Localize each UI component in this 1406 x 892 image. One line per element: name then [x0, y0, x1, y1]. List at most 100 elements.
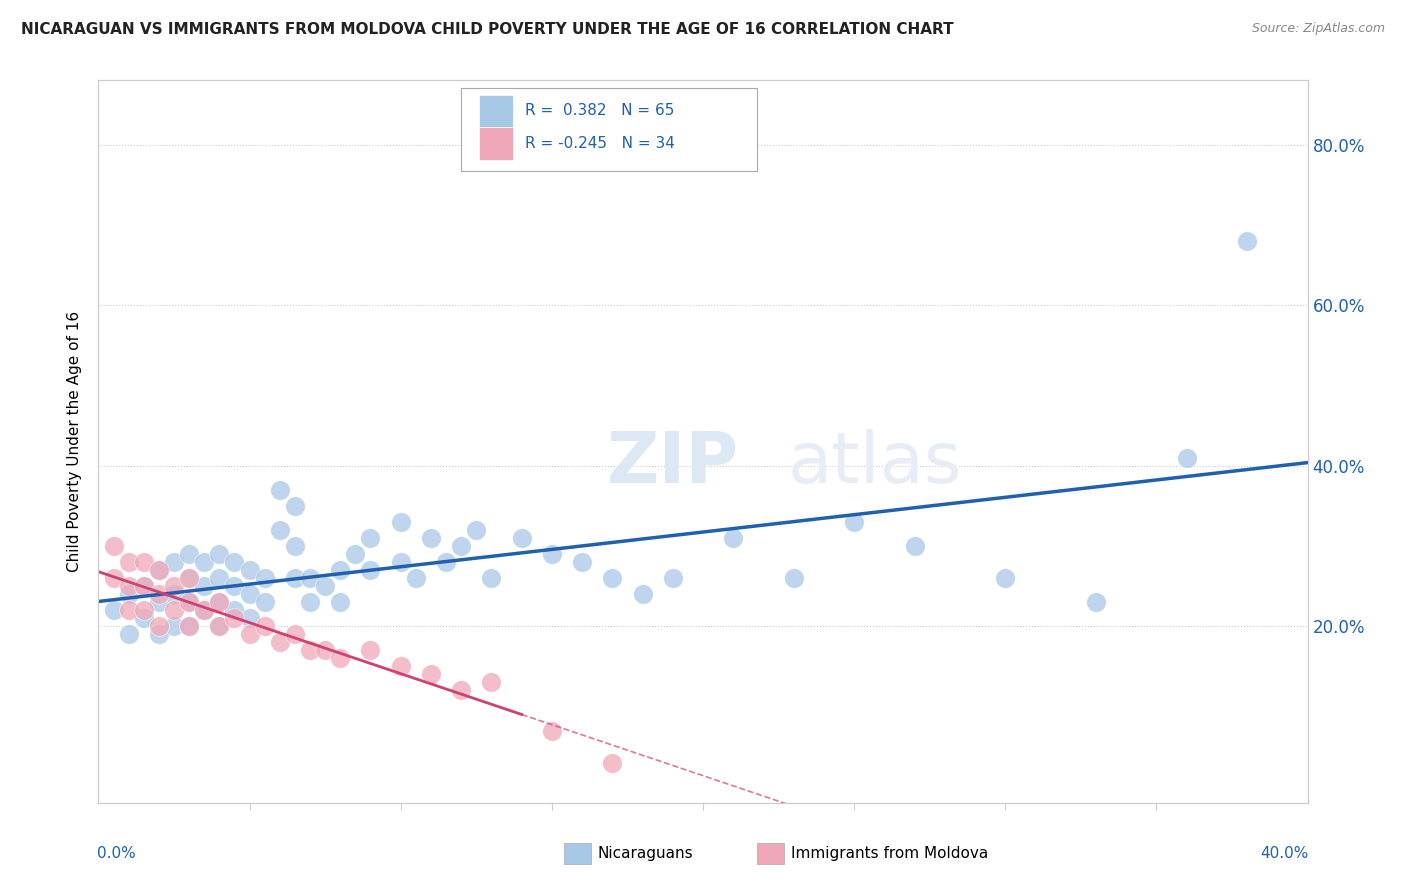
Point: [193, 579, 215, 593]
Point: [253, 619, 276, 633]
Point: [239, 587, 262, 601]
Point: [420, 531, 443, 545]
Point: [405, 571, 427, 585]
Point: [132, 579, 155, 593]
Point: [179, 571, 201, 585]
Point: [208, 619, 231, 633]
Text: Nicaraguans: Nicaraguans: [598, 846, 693, 861]
Bar: [564, 843, 591, 864]
Point: [239, 563, 262, 577]
Point: [208, 547, 231, 561]
Point: [314, 579, 336, 593]
Point: [481, 675, 503, 690]
Point: [118, 627, 141, 641]
Point: [118, 587, 141, 601]
Point: [420, 667, 443, 681]
Point: [510, 531, 533, 545]
Point: [904, 539, 927, 553]
Point: [389, 555, 412, 569]
Point: [540, 547, 562, 561]
Point: [148, 619, 170, 633]
Point: [602, 756, 624, 770]
Point: [224, 555, 246, 569]
Point: [723, 531, 745, 545]
Point: [148, 627, 170, 641]
Point: [284, 539, 307, 553]
Point: [253, 595, 276, 609]
Point: [360, 563, 382, 577]
Text: Immigrants from Moldova: Immigrants from Moldova: [792, 846, 988, 861]
Point: [329, 651, 352, 665]
Point: [208, 571, 231, 585]
Point: [193, 555, 215, 569]
Point: [344, 547, 367, 561]
Point: [239, 627, 262, 641]
Point: [103, 539, 125, 553]
Point: [103, 603, 125, 617]
Point: [284, 499, 307, 513]
Point: [299, 595, 322, 609]
Point: [179, 595, 201, 609]
Point: [163, 579, 186, 593]
Point: [1175, 450, 1198, 465]
Point: [163, 619, 186, 633]
Point: [602, 571, 624, 585]
Point: [118, 555, 141, 569]
Point: [299, 643, 322, 657]
Point: [540, 723, 562, 738]
Point: [179, 547, 201, 561]
Text: R = -0.245   N = 34: R = -0.245 N = 34: [526, 136, 675, 152]
Point: [103, 571, 125, 585]
Point: [132, 611, 155, 625]
Point: [132, 603, 155, 617]
Point: [1236, 234, 1258, 248]
Point: [571, 555, 593, 569]
Point: [208, 619, 231, 633]
Text: 40.0%: 40.0%: [1260, 847, 1309, 861]
Text: Source: ZipAtlas.com: Source: ZipAtlas.com: [1251, 22, 1385, 36]
Point: [1085, 595, 1108, 609]
FancyBboxPatch shape: [461, 87, 758, 170]
Point: [224, 579, 246, 593]
Point: [481, 571, 503, 585]
Point: [163, 603, 186, 617]
Point: [284, 627, 307, 641]
Point: [450, 539, 472, 553]
Point: [389, 659, 412, 673]
Point: [118, 603, 141, 617]
Point: [224, 603, 246, 617]
Point: [434, 555, 457, 569]
Bar: [479, 128, 513, 160]
Point: [118, 579, 141, 593]
Point: [193, 603, 215, 617]
Point: [329, 595, 352, 609]
Point: [179, 619, 201, 633]
Point: [253, 571, 276, 585]
Point: [314, 643, 336, 657]
Point: [631, 587, 654, 601]
Point: [239, 611, 262, 625]
Point: [179, 571, 201, 585]
Point: [284, 571, 307, 585]
Point: [193, 603, 215, 617]
Point: [844, 515, 866, 529]
Point: [208, 595, 231, 609]
Point: [179, 595, 201, 609]
Point: [148, 563, 170, 577]
Point: [389, 515, 412, 529]
Point: [148, 587, 170, 601]
Point: [208, 595, 231, 609]
Point: [360, 643, 382, 657]
Bar: [758, 843, 785, 864]
Y-axis label: Child Poverty Under the Age of 16: Child Poverty Under the Age of 16: [67, 311, 83, 572]
Point: [148, 563, 170, 577]
Point: [360, 531, 382, 545]
Point: [224, 611, 246, 625]
Point: [132, 579, 155, 593]
Point: [269, 483, 291, 497]
Point: [179, 619, 201, 633]
Point: [132, 555, 155, 569]
Text: NICARAGUAN VS IMMIGRANTS FROM MOLDOVA CHILD POVERTY UNDER THE AGE OF 16 CORRELAT: NICARAGUAN VS IMMIGRANTS FROM MOLDOVA CH…: [21, 22, 953, 37]
Point: [269, 523, 291, 537]
Point: [148, 595, 170, 609]
